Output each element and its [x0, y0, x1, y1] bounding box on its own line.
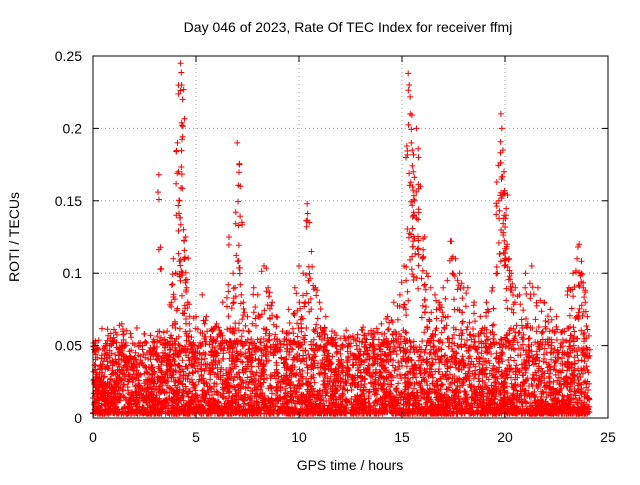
y-tick-label: 0.1: [63, 265, 83, 281]
x-tick-labels: 0 5 10 15 20 25: [89, 429, 616, 445]
x-tick-label: 10: [291, 429, 307, 445]
y-tick-label: 0: [74, 410, 82, 426]
y-tick-label: 0.15: [55, 193, 82, 209]
y-tick-label: 0.25: [55, 48, 82, 64]
data-points: [90, 60, 593, 417]
y-tick-label: 0.2: [63, 120, 83, 136]
chart-title: Day 046 of 2023, Rate Of TEC Index for r…: [184, 19, 513, 35]
plot-frame: [92, 55, 609, 419]
roti-points: [90, 60, 593, 417]
y-tick-label: 0.05: [55, 338, 82, 354]
x-axis-label: GPS time / hours: [297, 457, 404, 473]
x-tick-label: 15: [394, 429, 410, 445]
grid: [93, 56, 608, 418]
x-tick-label: 20: [497, 429, 513, 445]
axis-ticks: [92, 55, 609, 419]
x-tick-label: 0: [89, 429, 97, 445]
y-tick-labels: 0 0.05 0.1 0.15 0.2 0.25: [55, 48, 82, 426]
y-axis-label: ROTI / TECUs: [6, 192, 22, 282]
x-tick-label: 25: [600, 429, 616, 445]
x-tick-label: 5: [192, 429, 200, 445]
